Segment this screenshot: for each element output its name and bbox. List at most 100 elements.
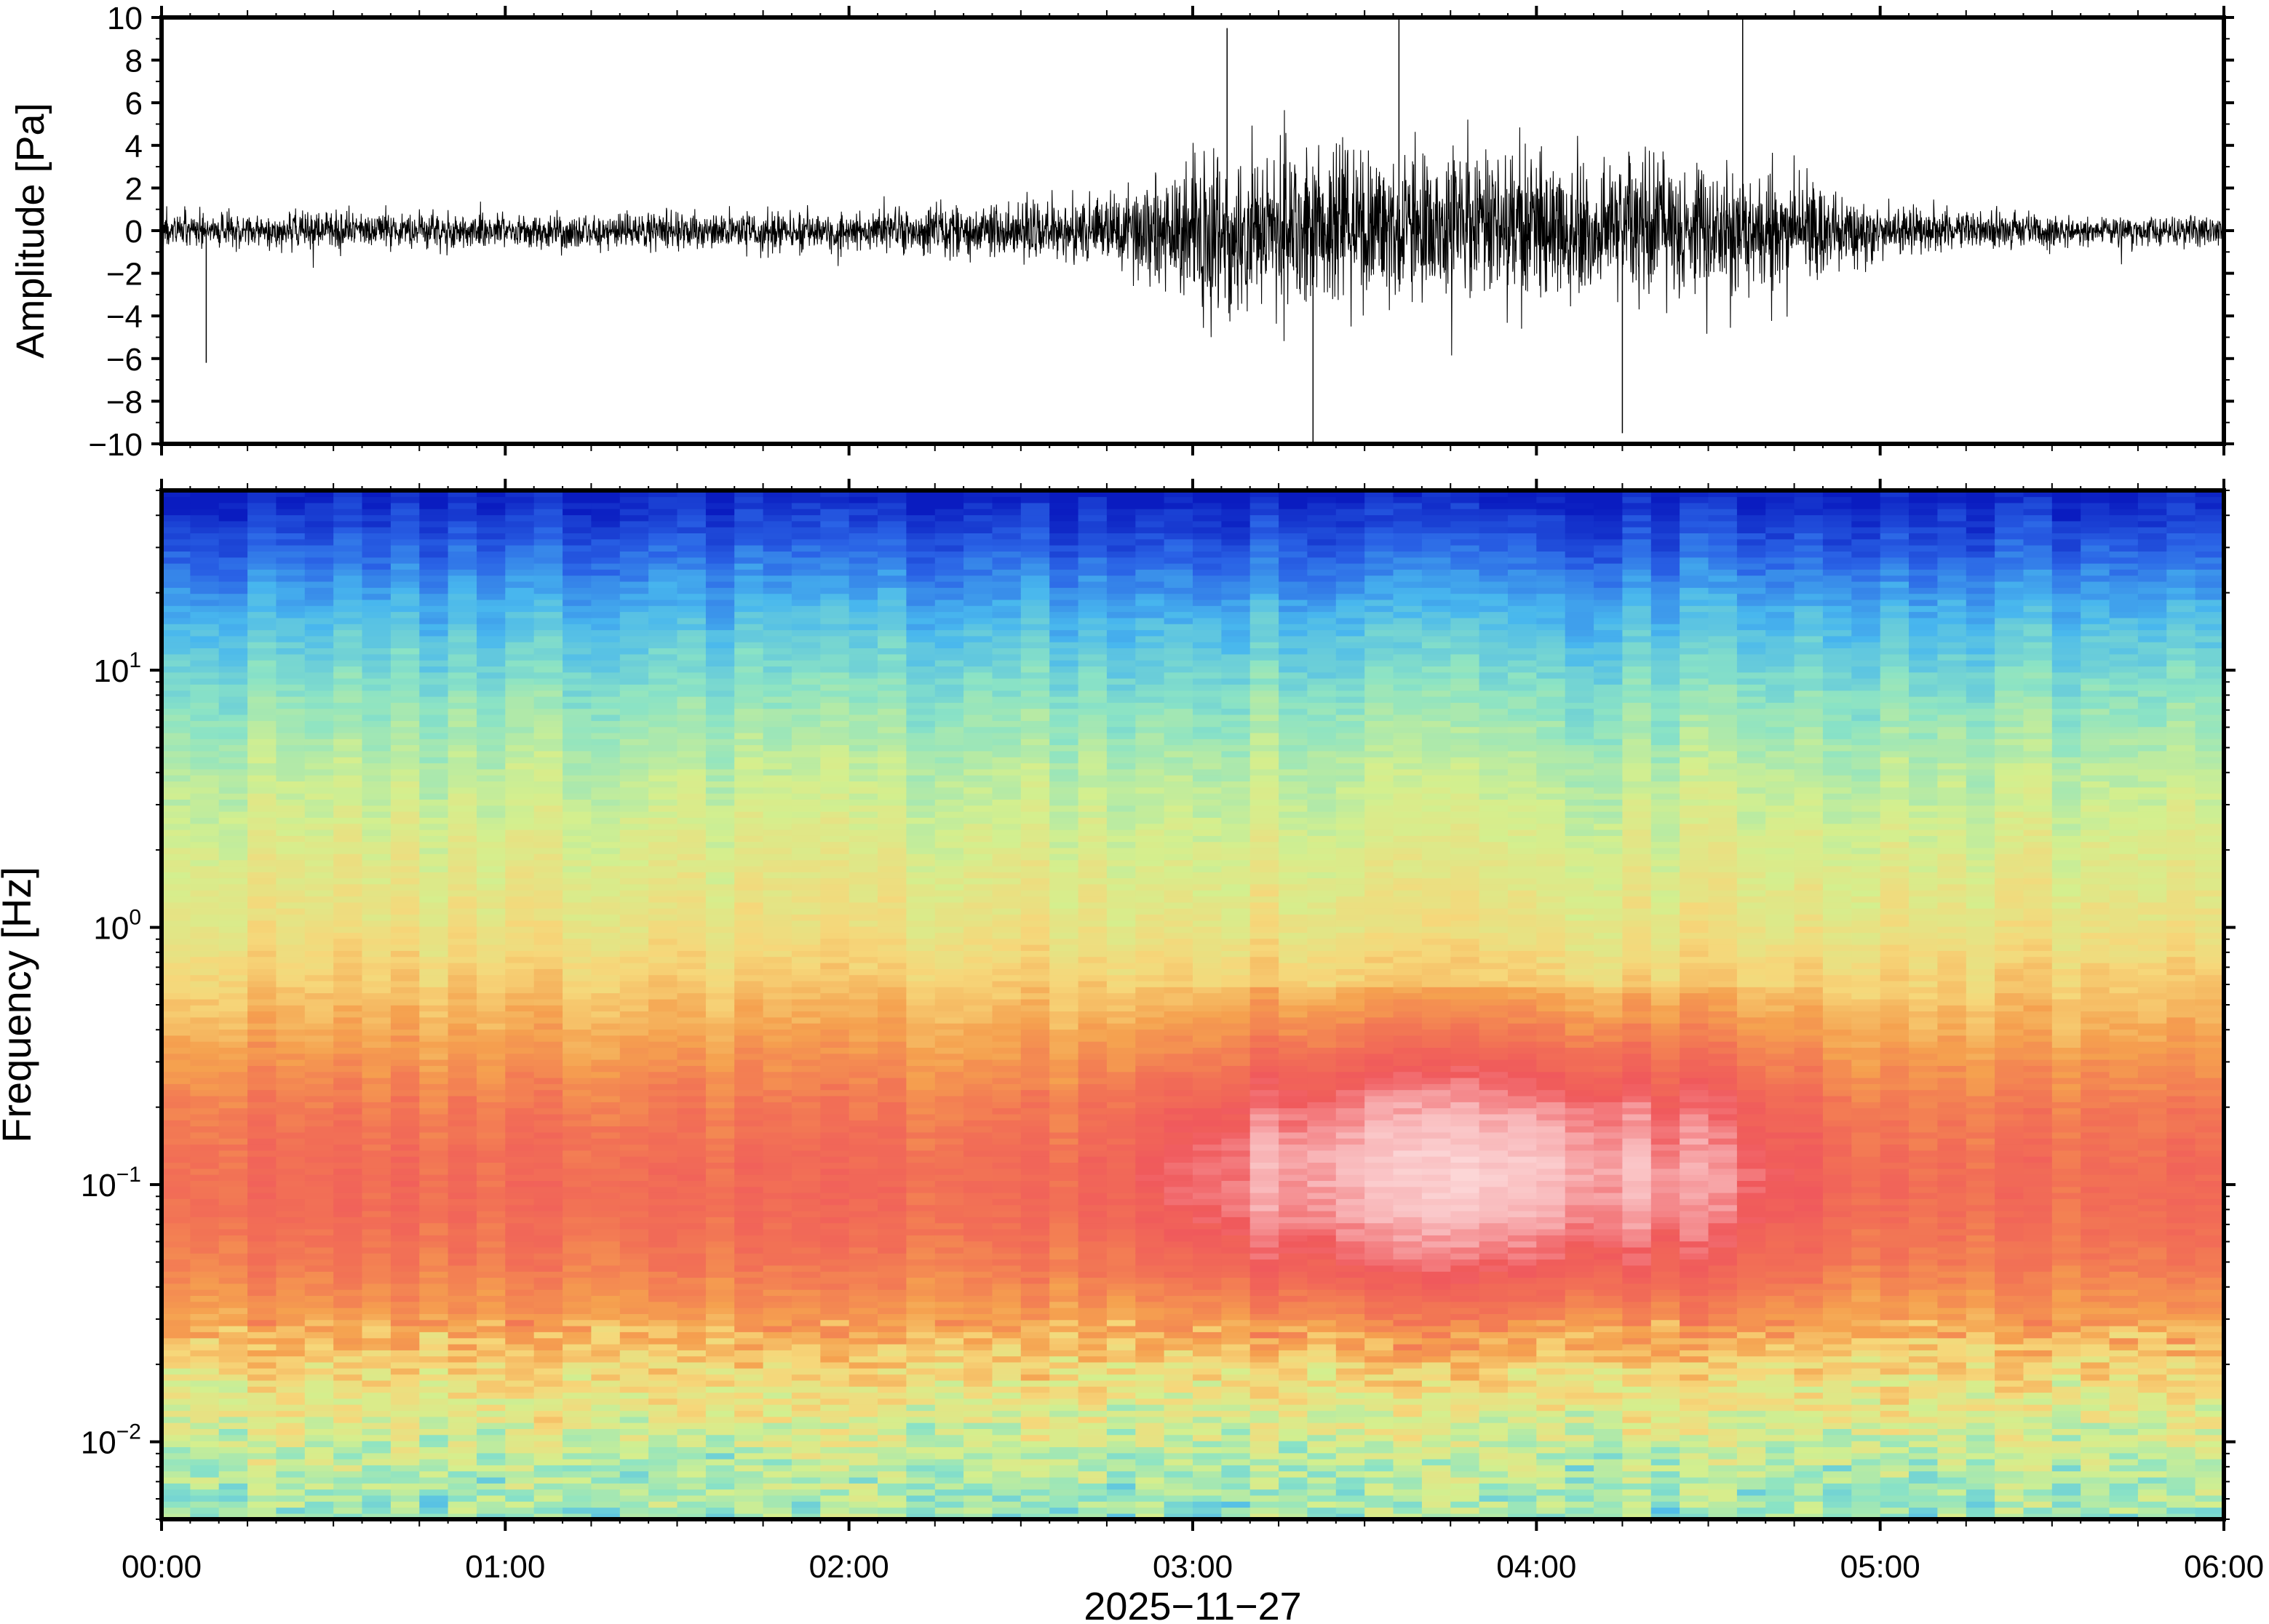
spectrogram-cell bbox=[734, 1120, 764, 1127]
spectrogram-cell bbox=[505, 1325, 535, 1332]
spectrogram-cell bbox=[218, 774, 248, 781]
spectrogram-cell bbox=[591, 1023, 621, 1030]
spectrogram-cell bbox=[362, 872, 392, 879]
spectrogram-cell bbox=[390, 666, 421, 673]
spectrogram-cell bbox=[878, 890, 907, 897]
spectrogram-cell bbox=[276, 890, 306, 897]
spectrogram-cell bbox=[333, 1016, 363, 1024]
spectrogram-cell bbox=[934, 1065, 964, 1072]
spectrogram-cell bbox=[362, 629, 392, 637]
spectrogram-cell bbox=[849, 581, 878, 588]
spectrogram-cell bbox=[304, 1434, 334, 1441]
spectrogram-cell bbox=[218, 1404, 248, 1412]
spectrogram-cell bbox=[162, 920, 191, 927]
spectrogram-cell bbox=[190, 648, 220, 655]
spectrogram-cell bbox=[218, 720, 248, 728]
spectrogram-cell bbox=[419, 641, 449, 648]
spectrogram-cell bbox=[448, 690, 477, 697]
spectrogram-cell bbox=[820, 1489, 850, 1496]
spectrogram-cell bbox=[763, 992, 792, 1000]
spectrogram-cell bbox=[419, 1059, 449, 1066]
spectrogram-cell bbox=[247, 1483, 277, 1490]
spectrogram-cell bbox=[477, 496, 506, 503]
spectrogram-cell bbox=[734, 617, 764, 624]
spectrogram-cell bbox=[419, 1077, 449, 1084]
spectrogram-cell bbox=[477, 1410, 506, 1417]
spectrogram-cell bbox=[878, 1350, 907, 1357]
spectrogram-cell bbox=[591, 720, 621, 728]
spectrogram-cell bbox=[362, 1295, 392, 1302]
spectrogram-cell bbox=[878, 992, 907, 1000]
spectrogram-cell bbox=[333, 672, 363, 679]
spectrogram-cell bbox=[190, 490, 220, 498]
spectrogram-cell bbox=[362, 599, 392, 606]
spectrogram-cell bbox=[190, 1398, 220, 1405]
spectrogram-cell bbox=[505, 938, 535, 945]
spectrogram-cell bbox=[419, 896, 449, 903]
spectrogram-cell bbox=[591, 1053, 621, 1060]
spectrogram-cell bbox=[619, 1361, 649, 1369]
spectrogram-cell bbox=[619, 901, 649, 909]
spectrogram-cell bbox=[705, 1035, 736, 1042]
spectrogram-cell bbox=[763, 1023, 792, 1030]
spectrogram-cell bbox=[448, 817, 477, 824]
spectrogram-cell bbox=[705, 1356, 736, 1363]
spectrogram-cell bbox=[878, 708, 907, 715]
spectrogram-cell bbox=[820, 502, 850, 509]
spectrogram-cell bbox=[849, 611, 878, 618]
spectrogram-cell bbox=[390, 926, 421, 933]
spectrogram-cell bbox=[619, 726, 649, 733]
spectrogram-cell bbox=[820, 1228, 850, 1235]
spectrogram-cell bbox=[419, 1180, 449, 1187]
spectrogram-cell bbox=[619, 1271, 649, 1278]
spectrogram-cell bbox=[276, 635, 306, 642]
spectrogram-cell bbox=[878, 757, 907, 764]
spectrogram-cell bbox=[505, 1465, 535, 1472]
spectrogram-cell bbox=[705, 1102, 736, 1109]
spectrogram-cell bbox=[419, 490, 449, 498]
spectrogram-cell bbox=[390, 1131, 421, 1139]
spectrogram-cell bbox=[591, 811, 621, 818]
spectrogram-cell bbox=[677, 1452, 707, 1460]
spectrogram-cell bbox=[190, 1350, 220, 1357]
spectrogram-cell bbox=[906, 1513, 936, 1519]
spectrogram-cell bbox=[218, 1126, 248, 1133]
spectrogram-cell bbox=[878, 835, 907, 843]
spectrogram-cell bbox=[648, 1131, 678, 1139]
spectrogram-cell bbox=[906, 648, 936, 655]
spectrogram-cell bbox=[477, 1222, 506, 1230]
spectrogram-cell bbox=[906, 569, 936, 576]
spectrogram-cell bbox=[477, 1374, 506, 1381]
spectrogram-cell bbox=[734, 1386, 764, 1393]
spectrogram-cell bbox=[390, 1350, 421, 1357]
spectrogram-cell bbox=[390, 641, 421, 648]
spectrogram-cell bbox=[705, 1222, 736, 1230]
spectrogram-cell bbox=[734, 1162, 764, 1169]
spectrogram-cell bbox=[304, 1035, 334, 1042]
spectrogram-cell bbox=[734, 799, 764, 806]
spectrogram-cell bbox=[276, 1313, 306, 1321]
spectrogram-cell bbox=[906, 1029, 936, 1036]
spectrogram-cell bbox=[591, 962, 621, 969]
spectrogram-cell bbox=[390, 847, 421, 854]
spectrogram-cell bbox=[705, 732, 736, 739]
spectrogram-cell bbox=[362, 581, 392, 588]
spectrogram-cell bbox=[591, 1325, 621, 1332]
spectrogram-cell bbox=[934, 1210, 964, 1217]
spectrogram-cell bbox=[362, 980, 392, 987]
spectrogram-cell bbox=[276, 1126, 306, 1133]
spectrogram-cell bbox=[648, 877, 678, 885]
spectrogram-cell bbox=[533, 551, 563, 558]
spectrogram-cell bbox=[190, 1174, 220, 1181]
spectrogram-cell bbox=[477, 726, 506, 733]
spectrogram-cell bbox=[505, 841, 535, 848]
spectrogram-cell bbox=[533, 1470, 563, 1478]
spectrogram-cell bbox=[563, 557, 592, 564]
spectrogram-cell bbox=[705, 551, 736, 558]
spectrogram-cell bbox=[390, 750, 421, 757]
spectrogram-cell bbox=[477, 611, 506, 618]
spectrogram-cell bbox=[705, 992, 736, 1000]
spectrogram-cell bbox=[906, 992, 936, 1000]
spectrogram-cell bbox=[247, 883, 277, 891]
spectrogram-cell bbox=[304, 1131, 334, 1139]
